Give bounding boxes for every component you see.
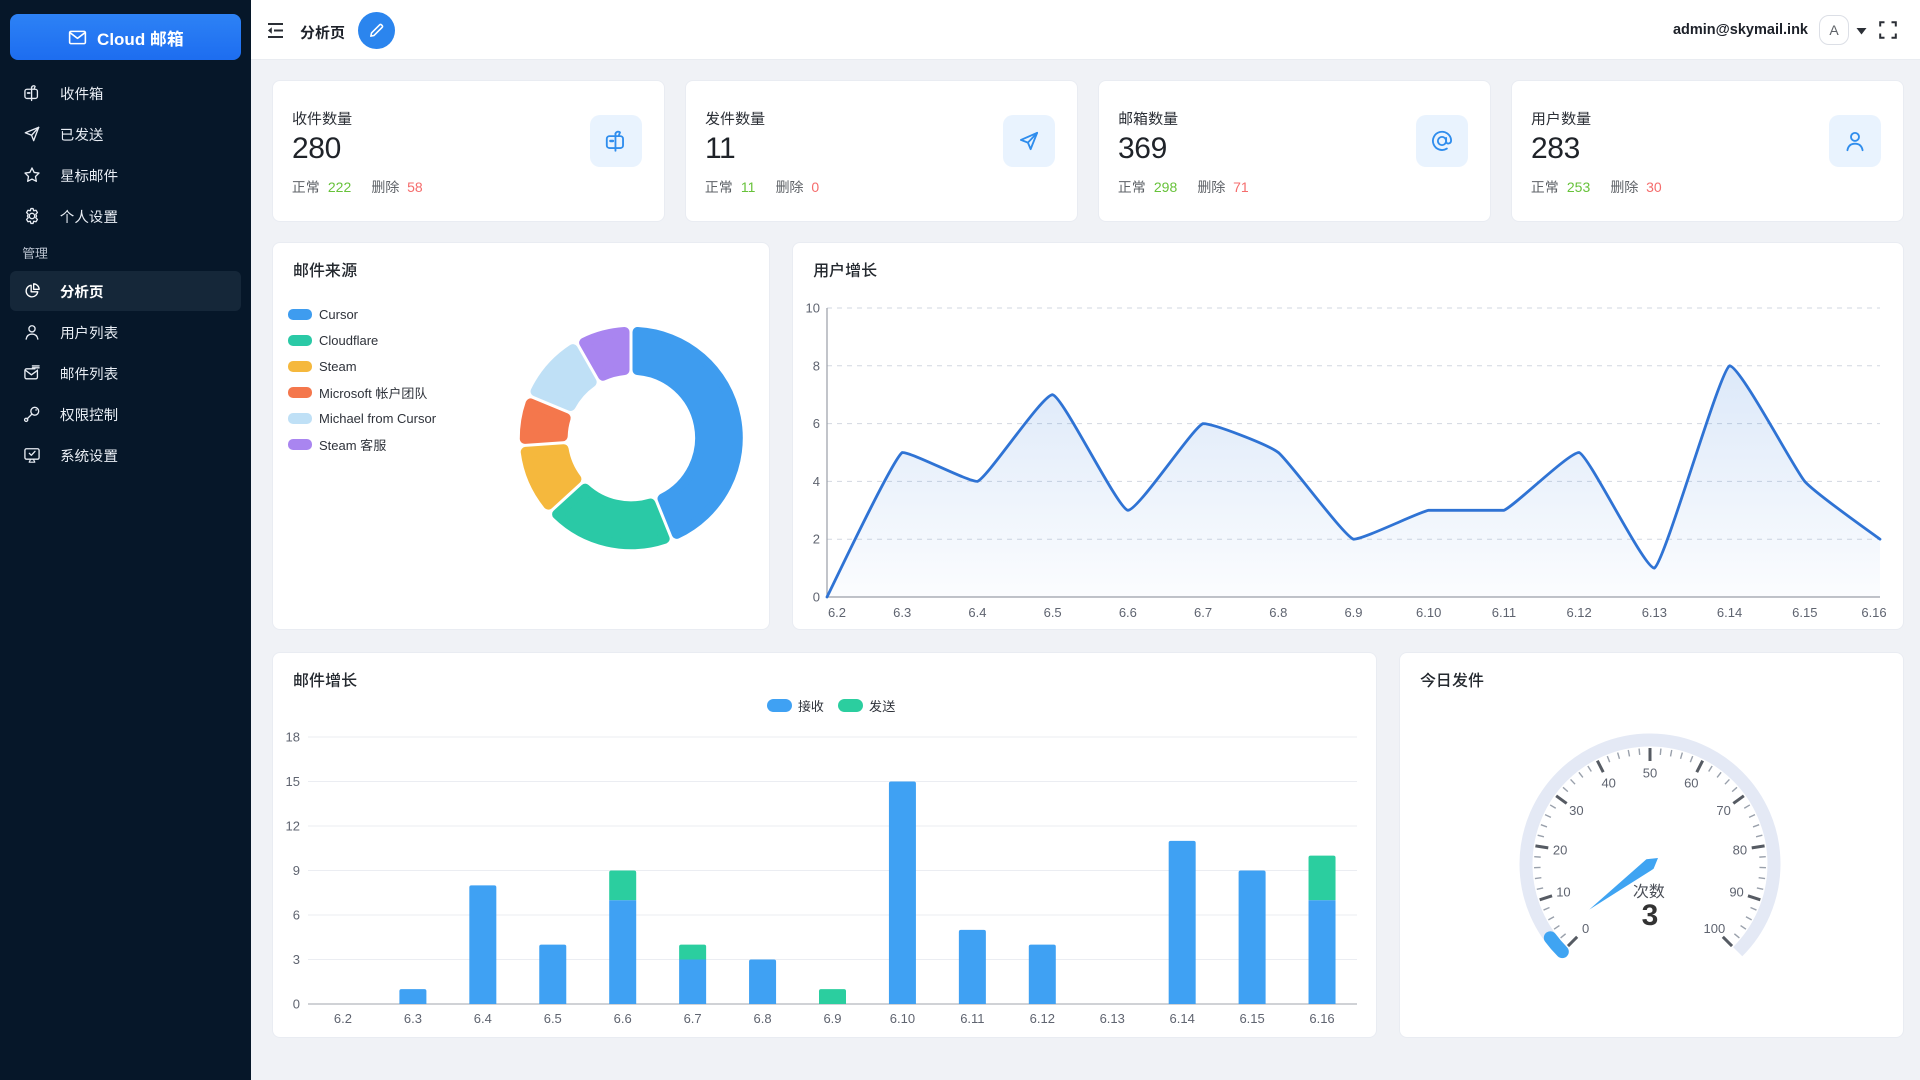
svg-text:6.12: 6.12 [1030, 1011, 1055, 1026]
svg-text:6.9: 6.9 [1344, 605, 1362, 620]
svg-text:90: 90 [1729, 885, 1743, 900]
svg-text:6.7: 6.7 [1194, 605, 1212, 620]
svg-text:6.4: 6.4 [968, 605, 986, 620]
svg-text:50: 50 [1643, 766, 1657, 781]
svg-text:3: 3 [1642, 899, 1659, 932]
svg-text:10: 10 [1556, 885, 1570, 900]
svg-text:6.2: 6.2 [828, 605, 846, 620]
svg-text:18: 18 [286, 730, 300, 745]
svg-text:6.5: 6.5 [1044, 605, 1062, 620]
svg-text:6: 6 [293, 908, 300, 923]
svg-text:6.3: 6.3 [404, 1011, 422, 1026]
svg-text:6.10: 6.10 [890, 1011, 915, 1026]
svg-text:8: 8 [813, 358, 820, 373]
svg-text:6.6: 6.6 [1119, 605, 1137, 620]
svg-text:6.13: 6.13 [1100, 1011, 1125, 1026]
svg-text:6.14: 6.14 [1717, 605, 1742, 620]
svg-text:6.9: 6.9 [823, 1011, 841, 1026]
svg-text:3: 3 [293, 952, 300, 967]
svg-text:4: 4 [813, 474, 820, 489]
svg-text:2: 2 [813, 532, 820, 547]
svg-text:15: 15 [286, 774, 300, 789]
svg-text:0: 0 [813, 590, 820, 605]
svg-text:80: 80 [1733, 842, 1747, 857]
svg-text:9: 9 [293, 863, 300, 878]
svg-text:30: 30 [1569, 803, 1583, 818]
svg-text:100: 100 [1703, 921, 1725, 936]
svg-text:60: 60 [1684, 775, 1698, 790]
svg-text:6.15: 6.15 [1792, 605, 1817, 620]
svg-text:6.7: 6.7 [684, 1011, 702, 1026]
svg-text:6: 6 [813, 416, 820, 431]
svg-text:次数: 次数 [1633, 883, 1665, 901]
svg-text:10: 10 [806, 301, 820, 316]
svg-text:6.12: 6.12 [1566, 605, 1591, 620]
svg-text:6.11: 6.11 [1492, 605, 1516, 620]
svg-text:0: 0 [1582, 921, 1589, 936]
svg-text:6.16: 6.16 [1309, 1011, 1334, 1026]
svg-text:20: 20 [1553, 842, 1567, 857]
svg-text:6.15: 6.15 [1239, 1011, 1264, 1026]
svg-text:6.5: 6.5 [544, 1011, 562, 1026]
svg-text:6.16: 6.16 [1861, 605, 1886, 620]
svg-text:70: 70 [1716, 803, 1730, 818]
svg-text:40: 40 [1601, 775, 1615, 790]
svg-text:6.11: 6.11 [960, 1011, 984, 1026]
svg-text:12: 12 [286, 819, 300, 834]
svg-text:6.8: 6.8 [1269, 605, 1287, 620]
svg-text:6.6: 6.6 [614, 1011, 632, 1026]
svg-text:6.3: 6.3 [893, 605, 911, 620]
svg-text:6.2: 6.2 [334, 1011, 352, 1026]
svg-text:6.4: 6.4 [474, 1011, 492, 1026]
svg-text:6.10: 6.10 [1416, 605, 1441, 620]
svg-text:6.13: 6.13 [1642, 605, 1667, 620]
svg-text:6.8: 6.8 [754, 1011, 772, 1026]
svg-text:0: 0 [293, 997, 300, 1012]
svg-text:6.14: 6.14 [1170, 1011, 1195, 1026]
